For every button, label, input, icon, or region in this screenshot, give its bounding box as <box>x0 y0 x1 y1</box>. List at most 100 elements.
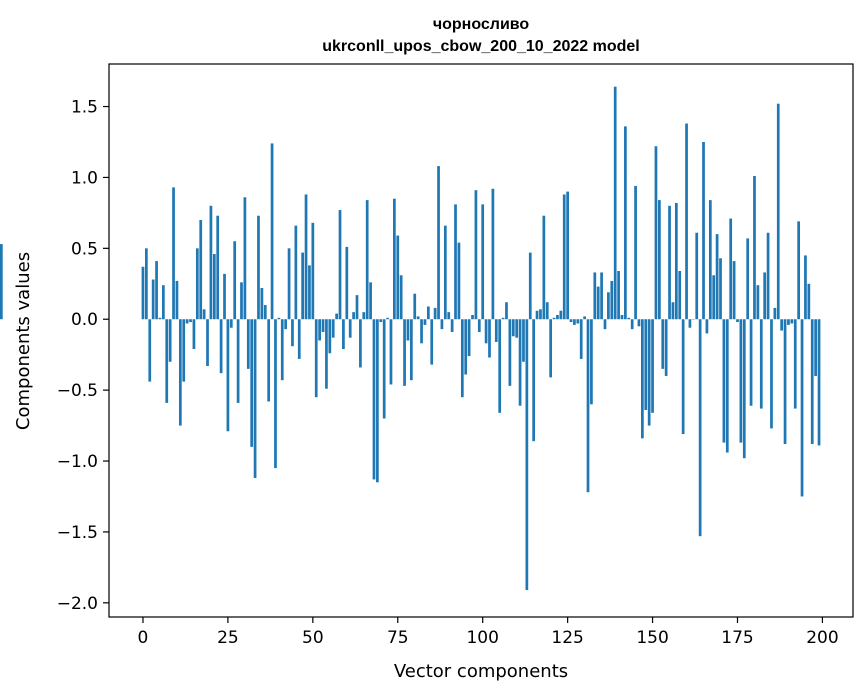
bar-85 <box>430 319 434 365</box>
bar-22 <box>216 215 220 320</box>
bar-111 <box>518 319 522 406</box>
bar-46 <box>297 319 301 359</box>
bar-112 <box>522 319 525 362</box>
bar-126 <box>569 319 573 323</box>
bar-36 <box>263 305 267 320</box>
bar-7 <box>165 319 169 403</box>
bar-198 <box>814 319 817 376</box>
bar-188 <box>780 319 784 331</box>
bar-63 <box>355 295 359 320</box>
bar-102 <box>488 319 491 358</box>
bar-75 <box>396 235 400 320</box>
bar-101 <box>484 319 488 344</box>
bar-95 <box>464 319 468 375</box>
bar-54 <box>325 319 328 389</box>
bar-187 <box>776 103 780 320</box>
bar-143 <box>627 317 631 320</box>
bar-47 <box>301 252 304 320</box>
bar-199 <box>817 319 821 446</box>
bar-78 <box>406 319 410 341</box>
bar-35 <box>260 288 264 320</box>
bar-15 <box>192 319 196 350</box>
bar-135 <box>600 272 603 320</box>
bar-148 <box>644 319 648 410</box>
bar-89 <box>443 225 447 320</box>
bar-105 <box>498 319 502 413</box>
bar-5 <box>158 317 162 320</box>
bar-191 <box>790 319 794 324</box>
bar-130 <box>583 316 586 320</box>
bar-170 <box>719 258 722 320</box>
y-axis-ticks: −2.0 −1.5 −1.0 −0.5 0.0 0.5 1.0 1.5 <box>57 98 109 614</box>
bar-107 <box>505 302 508 320</box>
bar-6 <box>162 285 165 320</box>
bar-159 <box>681 319 685 435</box>
bar-59 <box>342 319 345 350</box>
bar-120 <box>549 319 552 378</box>
bar-13 <box>185 319 189 324</box>
bar-62 <box>352 312 355 320</box>
bar-139 <box>613 86 617 320</box>
y-tick-label: 0.0 <box>71 310 98 330</box>
bar-194 <box>800 319 804 497</box>
bar-175 <box>736 319 739 323</box>
bar-undefined <box>0 244 3 320</box>
bar-167 <box>708 200 712 320</box>
bar-64 <box>359 319 362 368</box>
bar-138 <box>610 280 614 320</box>
bar-81 <box>416 316 420 320</box>
bar-30 <box>243 197 247 320</box>
bar-29 <box>240 282 243 320</box>
bar-165 <box>702 141 705 320</box>
bar-32 <box>250 319 254 447</box>
chart-subtitle: ukrconll_upos_cbow_200_10_2022 model <box>322 38 639 55</box>
bar-108 <box>508 319 512 386</box>
bar-146 <box>637 319 641 327</box>
bar-33 <box>253 319 257 479</box>
bars-group <box>0 86 821 591</box>
bar-61 <box>348 319 352 338</box>
y-tick-label: −2.0 <box>57 594 98 614</box>
bar-67 <box>369 282 372 320</box>
bar-176 <box>739 319 743 443</box>
bar-179 <box>749 319 753 406</box>
y-tick-label: 0.5 <box>71 239 98 259</box>
bar-97 <box>471 314 474 320</box>
x-tick-label: 200 <box>806 628 838 648</box>
bar-20 <box>209 205 213 320</box>
bar-121 <box>552 317 556 320</box>
y-axis-label: Components values <box>13 252 34 430</box>
bar-70 <box>379 319 383 323</box>
bar-122 <box>556 314 559 320</box>
bar-155 <box>668 205 671 320</box>
bar-189 <box>783 319 787 445</box>
bar-173 <box>729 218 733 320</box>
bar-65 <box>362 312 366 320</box>
bar-142 <box>624 126 627 320</box>
bar-83 <box>423 319 427 325</box>
bar-160 <box>685 123 688 320</box>
bar-60 <box>345 246 349 320</box>
bar-141 <box>620 314 624 320</box>
bar-0 <box>141 266 145 320</box>
bar-110 <box>515 319 519 338</box>
bar-44 <box>291 319 294 347</box>
bar-73 <box>389 319 393 385</box>
bar-131 <box>586 319 590 493</box>
x-tick-label: 175 <box>721 628 753 648</box>
bar-19 <box>206 319 209 367</box>
x-tick-label: 100 <box>466 628 498 648</box>
bar-24 <box>223 273 226 320</box>
bar-161 <box>688 319 692 328</box>
x-axis-label: Vector components <box>394 661 568 682</box>
bar-56 <box>331 319 335 338</box>
bar-48 <box>304 194 308 320</box>
bar-92 <box>454 204 457 320</box>
bar-66 <box>365 200 369 320</box>
bar-27 <box>233 241 237 320</box>
bar-118 <box>542 215 546 320</box>
bar-172 <box>725 319 729 453</box>
bar-149 <box>647 319 651 426</box>
bar-114 <box>528 252 532 320</box>
bar-93 <box>457 242 461 320</box>
